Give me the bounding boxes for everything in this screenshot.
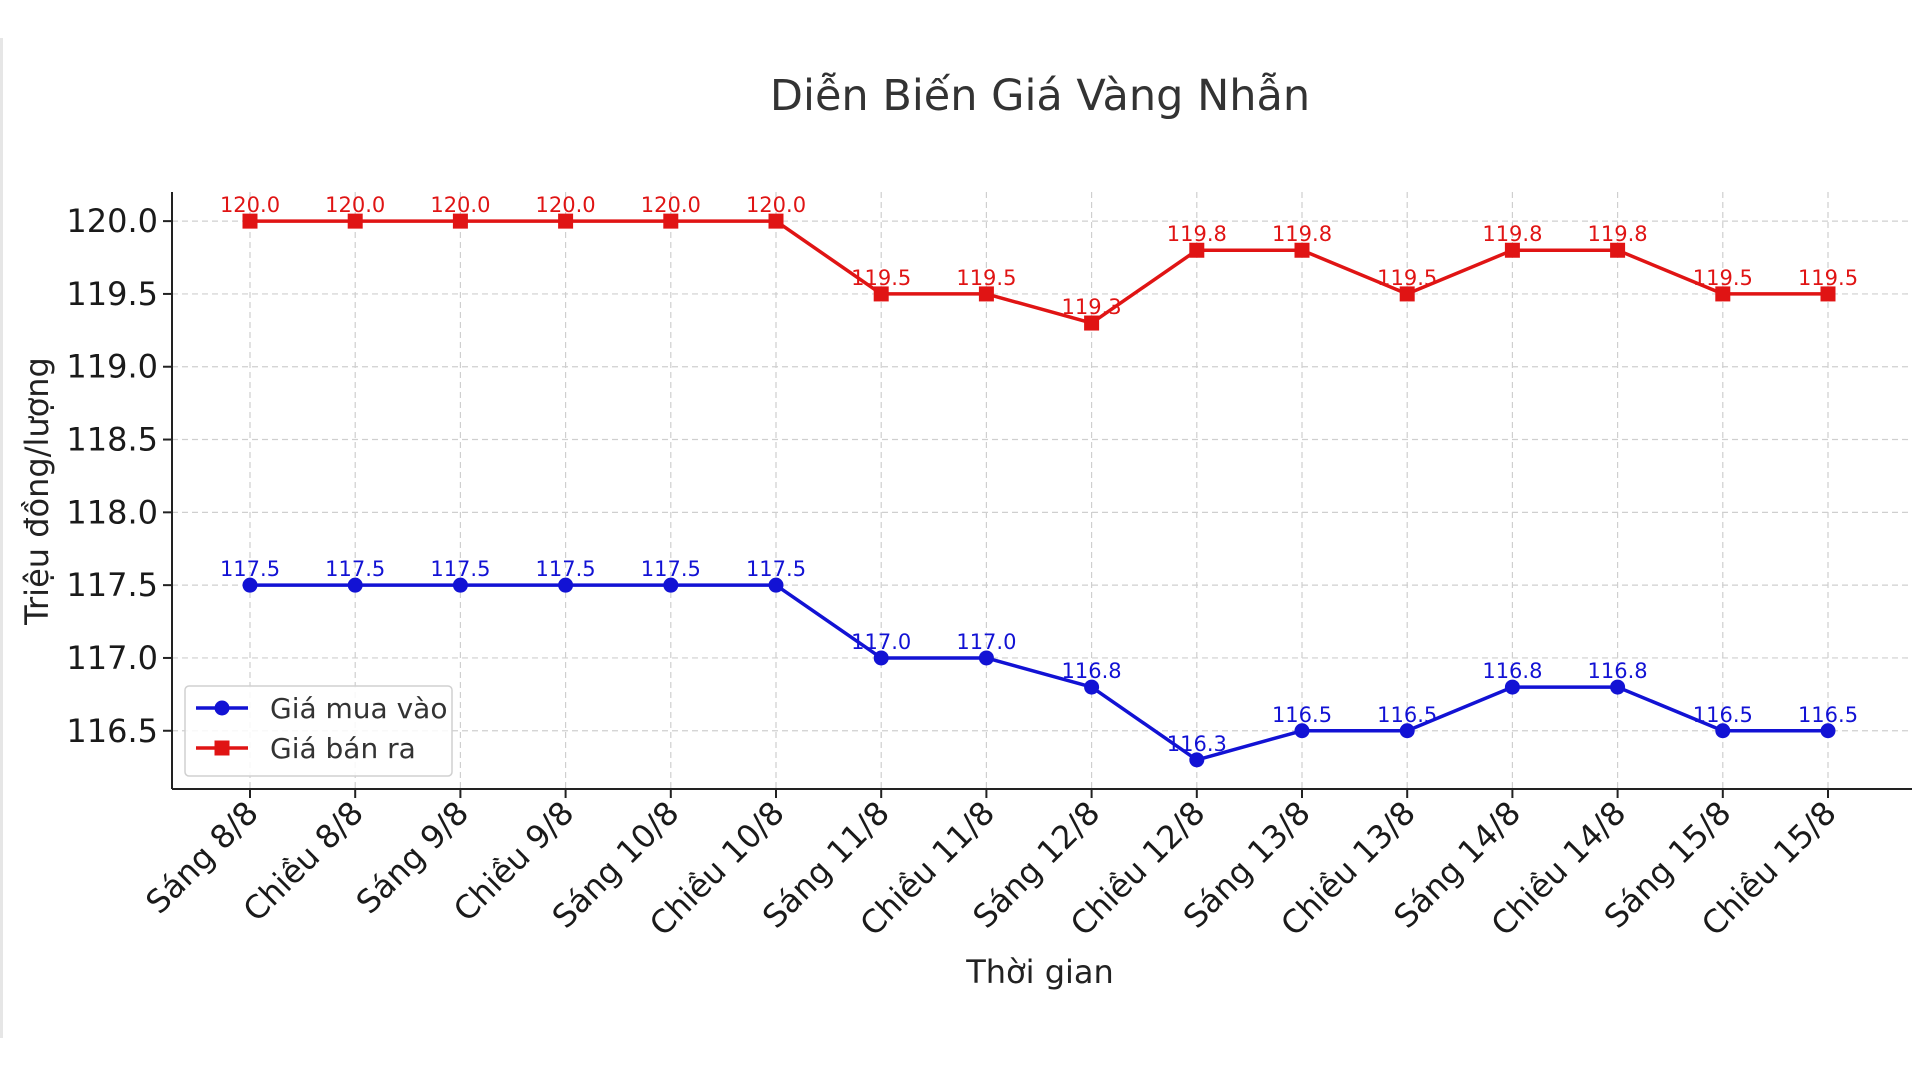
data-point [978,286,994,302]
data-point [1715,286,1731,302]
data-point [558,577,574,593]
data-point [1399,286,1415,302]
data-point [1504,679,1520,695]
data-label: 119.5 [1693,266,1753,290]
data-point [347,213,363,229]
data-point [1189,752,1205,768]
data-point [1189,242,1205,258]
y-tick-label: 119.0 [66,348,158,386]
data-label: 119.8 [1272,222,1332,246]
left-edge-border [0,38,3,1038]
data-label: 120.0 [430,193,490,217]
data-label: 120.0 [220,193,280,217]
y-axis-ticks: 116.5 117.0 117.5 118.0 118.5 119.0 119.5 120.0 [66,202,172,750]
data-label: 116.5 [1693,703,1753,727]
series-1: 117.5 117.5 117.5 117.5 117.5 117.5 117.0 117.0… [220,557,1858,768]
series-2: 120.0 120.0 120.0 120.0 120.0 120.0 119.5 119.5… [220,193,1858,331]
data-point [1084,679,1100,695]
y-tick-label: 117.5 [66,566,158,604]
data-label: 119.5 [851,266,911,290]
data-label: 116.5 [1798,703,1858,727]
data-point [1610,242,1626,258]
data-label: 116.5 [1377,703,1437,727]
data-point [768,213,784,229]
data-point [452,577,468,593]
data-label: 117.0 [851,630,911,654]
legend-label: Giá mua vào [270,692,447,725]
data-label: 117.5 [746,557,806,581]
data-point [1294,242,1310,258]
y-tick-label: 118.5 [66,421,158,459]
data-label: 117.5 [220,557,280,581]
data-point [452,213,468,229]
data-label: 119.8 [1482,222,1542,246]
data-label: 116.8 [1482,659,1542,683]
data-point [663,577,679,593]
data-point [978,650,994,666]
data-label: 116.8 [1588,659,1648,683]
data-point [1715,723,1731,739]
data-label: 119.5 [1798,266,1858,290]
data-label: 117.5 [325,557,385,581]
data-point [242,577,258,593]
data-label: 119.8 [1167,222,1227,246]
data-point [347,577,363,593]
data-label: 117.5 [536,557,596,581]
data-label: 119.5 [1377,266,1437,290]
axes [171,192,1912,790]
series-line [250,583,1828,762]
y-tick-label: 120.0 [66,202,158,240]
data-label: 120.0 [746,193,806,217]
data-label: 116.5 [1272,703,1332,727]
x-axis-label: Thời gian [965,953,1114,991]
y-axis-label: Triệu đồng/lượng [18,357,56,626]
y-tick-label: 118.0 [66,493,158,531]
data-point [768,577,784,593]
data-label: 117.5 [430,557,490,581]
data-point [1820,286,1836,302]
data-point [1084,315,1100,331]
data-label: 120.0 [325,193,385,217]
data-point [558,213,574,229]
legend-box [184,685,453,777]
series-line [250,219,1828,325]
data-label: 117.5 [641,557,701,581]
legend-marker [214,700,230,716]
data-label: 119.8 [1588,222,1648,246]
data-point [1399,723,1415,739]
y-tick-label: 116.5 [66,712,158,750]
data-label: 120.0 [536,193,596,217]
data-label: 119.5 [956,266,1016,290]
data-point [873,650,889,666]
y-tick-label: 119.5 [66,275,158,313]
data-point [1820,723,1836,739]
data-point [873,286,889,302]
data-point [242,213,258,229]
legend: Giá mua vào Giá bán ra [184,685,453,777]
data-label: 119.3 [1062,295,1122,319]
y-tick-label: 117.0 [66,639,158,677]
legend-label: Giá bán ra [270,732,416,765]
data-label: 116.8 [1062,659,1122,683]
data-point [1610,679,1626,695]
data-label: 117.0 [956,630,1016,654]
series-layer: 117.5 117.5 117.5 117.5 117.5 117.5 117.0 117.0… [220,193,1858,768]
legend-marker [214,740,230,756]
data-point [1294,723,1310,739]
chart-title: Diễn Biến Giá Vàng Nhẫn [770,71,1310,121]
data-point [1504,242,1520,258]
data-label: 120.0 [641,193,701,217]
data-label: 116.3 [1167,732,1227,756]
data-point [663,213,679,229]
